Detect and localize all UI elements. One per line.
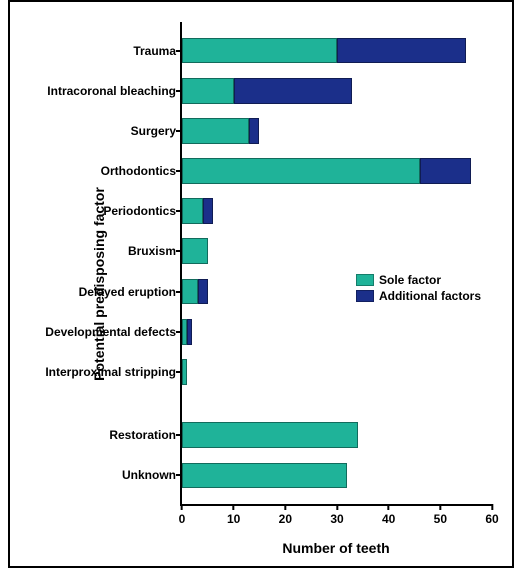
x-tick: 10 [227, 504, 240, 526]
plot-area: TraumaIntracoronal bleachingSurgeryOrtho… [180, 22, 492, 506]
bar-segment [420, 158, 472, 184]
legend-swatch-sole [356, 274, 374, 286]
x-tick: 0 [179, 504, 186, 526]
bar-segment [182, 78, 234, 104]
bar-group [182, 38, 492, 64]
bar-segment [182, 38, 337, 64]
bar-group [182, 118, 492, 144]
legend-swatch-additional [356, 290, 374, 302]
bar-group [182, 198, 492, 224]
bar-segment [198, 279, 208, 305]
x-tick: 60 [485, 504, 498, 526]
bar-segment [337, 38, 466, 64]
category-label: Delayed eruption [79, 285, 182, 299]
category-label: Surgery [131, 124, 182, 138]
bar-segment [182, 198, 203, 224]
bar-segment [182, 279, 198, 305]
legend-label: Sole factor [379, 273, 441, 287]
bar-segment [182, 158, 420, 184]
bar-group [182, 78, 492, 104]
bar-segment [187, 319, 192, 345]
legend-item: Sole factor [356, 273, 481, 287]
bar-group [182, 238, 492, 264]
legend: Sole factor Additional factors [350, 267, 487, 309]
bar-group [182, 422, 492, 448]
category-label: Interproximal stripping [45, 365, 182, 379]
bar-segment [182, 422, 358, 448]
category-label: Trauma [133, 44, 182, 58]
bar-segment [182, 118, 249, 144]
bar-segment [182, 238, 208, 264]
legend-label: Additional factors [379, 289, 481, 303]
bar-group [182, 319, 492, 345]
category-label: Bruxism [128, 244, 182, 258]
x-tick: 40 [382, 504, 395, 526]
category-label: Unknown [122, 468, 182, 482]
category-label: Orthodontics [101, 164, 182, 178]
bar-segment [182, 359, 187, 385]
bar-segment [249, 118, 259, 144]
category-label: Restoration [109, 428, 182, 442]
category-label: Periodontics [103, 204, 182, 218]
bar-group [182, 359, 492, 385]
x-tick: 20 [279, 504, 292, 526]
chart-container: Potential predisposing factor TraumaIntr… [8, 0, 514, 568]
legend-item: Additional factors [356, 289, 481, 303]
bar-group [182, 463, 492, 489]
bar-segment [234, 78, 353, 104]
bar-segment [203, 198, 213, 224]
x-axis-title: Number of teeth [180, 540, 492, 556]
x-tick: 30 [330, 504, 343, 526]
x-tick: 50 [434, 504, 447, 526]
bar-group [182, 158, 492, 184]
bar-segment [182, 463, 347, 489]
category-label: Intracoronal bleaching [47, 84, 182, 98]
category-label: Developmental defects [45, 325, 182, 339]
